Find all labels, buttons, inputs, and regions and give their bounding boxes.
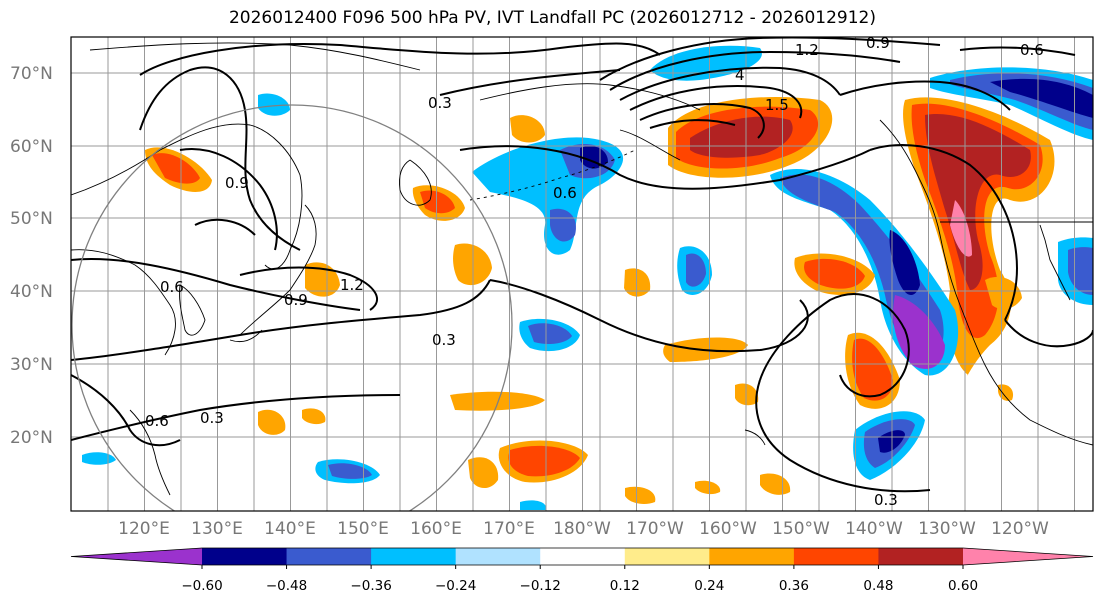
colorbar-tick-label: −0.48 xyxy=(266,578,307,594)
contour-label-0-3-c: 0.3 xyxy=(200,409,224,427)
map-gridlines xyxy=(71,37,1093,511)
range-circle xyxy=(71,104,513,511)
contour-label-0-3-d: 0.3 xyxy=(874,491,898,509)
colorbar-swatch xyxy=(71,548,202,565)
colorbar-swatch xyxy=(963,548,1093,565)
colorbar-tick-label: 0.24 xyxy=(694,578,724,594)
contour-label-0-3-a: 0.3 xyxy=(428,94,452,112)
lon-label-120w: 120°W xyxy=(991,519,1049,539)
lat-label-40n: 40°N xyxy=(10,282,53,302)
colorbar-swatch xyxy=(878,548,964,565)
contour-label-1-5: 1.5 xyxy=(765,96,789,114)
colorbar-swatch xyxy=(371,548,457,565)
colorbar-tick-label: 0.60 xyxy=(948,578,978,594)
lon-label-170e: 170°E xyxy=(483,519,535,539)
longitude-labels: 120°E 130°E 140°E 150°E 160°E 170°E 180°… xyxy=(118,519,1049,539)
lat-label-60n: 60°N xyxy=(10,137,53,157)
contour-label-0-3-b: 0.3 xyxy=(432,331,456,349)
colorbar-tick-label: 0.36 xyxy=(779,578,809,594)
colorbar-swatch xyxy=(709,548,795,565)
colorbar-swatch xyxy=(286,548,372,565)
colorbar xyxy=(70,547,1094,566)
contour-label-1-2-a: 1.2 xyxy=(795,41,819,59)
colorbar-tick-label: 0.12 xyxy=(610,578,640,594)
contour-label-0-6-c: 0.6 xyxy=(160,278,184,296)
colorbar-tick-label: −0.24 xyxy=(435,578,476,594)
contour-labels: 0.3 0.3 0.3 0.3 0.6 0.6 0.6 0.6 0.9 0.9 … xyxy=(145,34,1044,509)
contour-label-4: 4 xyxy=(735,66,745,84)
lat-label-20n: 20°N xyxy=(10,428,53,448)
colorbar-tick-label: 0.48 xyxy=(863,578,893,594)
lon-label-170w: 170°W xyxy=(626,519,684,539)
map-title: 2026012400 F096 500 hPa PV, IVT Landfall… xyxy=(228,8,876,28)
colorbar-tick-label: −0.12 xyxy=(520,578,561,594)
lat-label-50n: 50°N xyxy=(10,209,53,229)
lon-label-130w: 130°W xyxy=(918,519,976,539)
colorbar-tick-label: −0.36 xyxy=(350,578,391,594)
colorbar-swatch xyxy=(793,548,879,565)
latitude-labels: 70°N 60°N 50°N 40°N 30°N 20°N xyxy=(10,64,53,448)
contour-label-1-2-b: 1.2 xyxy=(340,276,364,294)
colorbar-ticks: −0.60 −0.48 −0.36 −0.24 −0.12 0.12 0.24 0.36 0.4… xyxy=(181,565,978,594)
contour-label-0-9-b: 0.9 xyxy=(225,174,249,192)
lon-label-140w: 140°W xyxy=(845,519,903,539)
contour-label-0-6-b: 0.6 xyxy=(145,412,169,430)
colorbar-tick-label: −0.60 xyxy=(181,578,222,594)
lon-label-160w: 160°W xyxy=(699,519,757,539)
lat-label-70n: 70°N xyxy=(10,64,53,84)
lon-label-180w: 180°W xyxy=(553,519,611,539)
lon-label-140e: 140°E xyxy=(264,519,316,539)
lon-label-150e: 150°E xyxy=(337,519,389,539)
lon-label-150w: 150°W xyxy=(772,519,830,539)
colorbar-swatch xyxy=(202,548,288,565)
contour-label-0-6-d: 0.6 xyxy=(1020,41,1044,59)
contour-label-0-9-c: 0.9 xyxy=(284,291,308,309)
lon-label-120e: 120°E xyxy=(118,519,170,539)
contour-label-0-9-a: 0.9 xyxy=(866,34,890,52)
lon-label-160e: 160°E xyxy=(410,519,462,539)
lat-label-30n: 30°N xyxy=(10,355,53,375)
colorbar-swatch xyxy=(455,548,541,565)
colorbar-swatch xyxy=(624,548,710,565)
contour-label-0-6-a: 0.6 xyxy=(553,184,577,202)
map-frame xyxy=(70,36,1094,512)
lon-label-130e: 130°E xyxy=(191,519,243,539)
colorbar-swatch xyxy=(540,548,626,565)
